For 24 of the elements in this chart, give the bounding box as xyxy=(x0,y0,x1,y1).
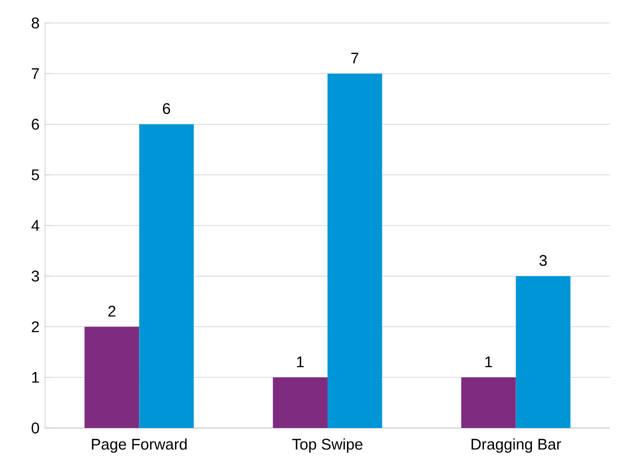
bar xyxy=(328,74,382,428)
data-label: 1 xyxy=(485,356,492,368)
y-tick-label: 3 xyxy=(32,270,39,282)
y-tick-label: 5 xyxy=(32,169,40,180)
bar xyxy=(84,326,140,428)
data-label: 6 xyxy=(162,103,170,114)
data-label: 7 xyxy=(351,52,358,64)
bar xyxy=(272,377,328,428)
y-tick-label: 7 xyxy=(32,68,39,79)
y-tick-label: 4 xyxy=(31,220,40,231)
y-tick-label: 0 xyxy=(32,422,40,434)
bar xyxy=(461,377,516,428)
bar xyxy=(139,124,194,428)
y-tick-label: 8 xyxy=(32,18,39,28)
y-tick-label: 6 xyxy=(32,118,39,130)
bar xyxy=(516,276,570,428)
y-tick-label: 1 xyxy=(32,372,39,383)
data-label: 1 xyxy=(297,356,304,368)
data-label: 3 xyxy=(539,255,547,266)
y-tick-label: 2 xyxy=(32,321,39,332)
data-label: 2 xyxy=(108,306,116,317)
x-tick-label: Dragging Bar xyxy=(472,438,562,453)
x-tick-label: Page Forward xyxy=(92,438,187,453)
x-tick-label: Top Swipe xyxy=(292,438,362,453)
